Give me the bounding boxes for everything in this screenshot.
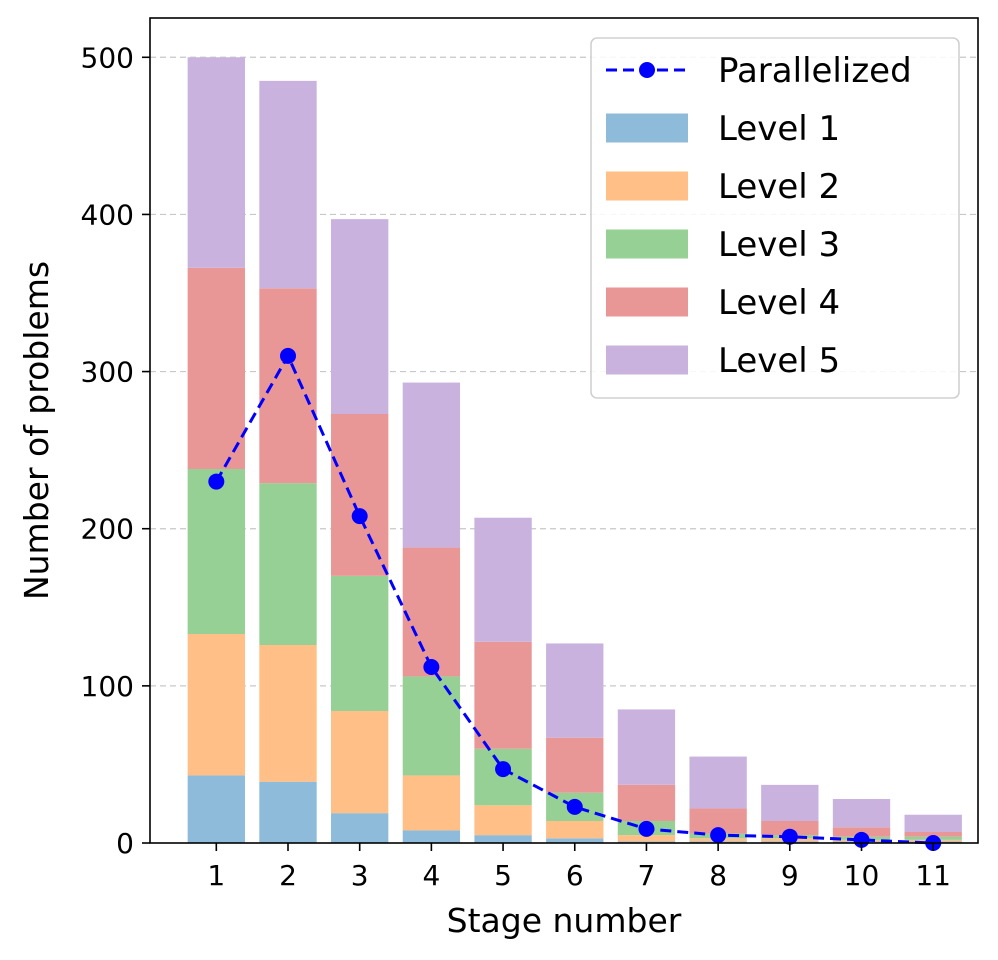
bar-level-4: [331, 414, 389, 576]
parallelized-point: [423, 659, 440, 675]
bar-level-2: [331, 711, 389, 814]
parallelized-point: [208, 473, 225, 490]
bar-level-1: [546, 838, 604, 843]
parallelized-point: [351, 508, 368, 525]
bar-level-1: [187, 775, 245, 843]
legend-label-level-1: Level 1: [718, 109, 840, 149]
legend-swatch-level-4: [606, 287, 688, 317]
bar-level-4: [546, 737, 604, 793]
bar-level-5: [904, 814, 962, 832]
y-tick-label: 500: [81, 41, 134, 74]
legend-label-level-2: Level 2: [718, 167, 840, 207]
bar-level-4: [904, 832, 962, 837]
bar-level-4: [187, 267, 245, 469]
legend-line-marker: [639, 62, 655, 78]
bar-level-2: [617, 835, 676, 842]
y-tick-label: 0: [116, 827, 134, 860]
bar-level-2: [546, 821, 604, 839]
bar-level-3: [331, 575, 389, 711]
bar-level-5: [689, 756, 747, 809]
bar-level-1: [259, 781, 317, 843]
y-tick-label: 300: [81, 356, 134, 389]
parallelized-point: [280, 347, 296, 364]
bar-level-3: [259, 483, 317, 645]
bar-level-3: [402, 676, 461, 776]
y-tick-label: 200: [81, 513, 134, 546]
legend-swatch-level-5: [606, 345, 688, 375]
plot-frame: [149, 17, 979, 844]
parallelized-line-path: [214, 352, 934, 845]
x-tick-label: 6: [566, 859, 584, 892]
parallelized-point: [710, 827, 727, 844]
bar-level-5: [402, 382, 461, 548]
parallelized-point: [495, 761, 512, 778]
parallelized-point: [638, 820, 655, 837]
bar-level-5: [474, 517, 532, 642]
bar-level-2: [259, 645, 317, 782]
bar-level-5: [832, 799, 891, 828]
bar-level-5: [617, 709, 676, 785]
bar-level-1: [402, 830, 461, 843]
x-tick-label: 7: [638, 859, 656, 892]
y-tick-label: 100: [81, 670, 134, 703]
y-tick-label: 400: [81, 198, 134, 231]
parallelized-line: [208, 347, 942, 851]
parallelized-point: [853, 831, 870, 848]
x-tick-label: 5: [494, 859, 512, 892]
bar-level-5: [187, 57, 245, 268]
bar-level-1: [331, 813, 389, 843]
y-axis-title: Number of problems: [17, 261, 56, 600]
bars: [187, 57, 962, 843]
legend-label-level-3: Level 3: [718, 225, 840, 265]
x-tick-label: 1: [207, 859, 225, 892]
legend-label-parallelized: Parallelized: [718, 51, 912, 91]
bar-level-5: [546, 643, 604, 738]
parallelized-point: [566, 798, 583, 815]
x-tick-label: 2: [279, 859, 297, 892]
bar-level-5: [331, 219, 389, 414]
bar-level-4: [474, 641, 532, 749]
legend-label-level-5: Level 5: [718, 341, 840, 381]
x-tick-label: 4: [422, 859, 440, 892]
legend-label-level-4: Level 4: [718, 283, 840, 323]
bar-level-4: [259, 288, 317, 484]
bar-level-4: [617, 784, 676, 821]
legend-swatch-level-1: [606, 113, 688, 143]
parallelized-point: [781, 828, 798, 845]
y-axis-ticks: 0 100 200 300 400 500: [81, 41, 150, 860]
bar-level-2: [474, 805, 532, 836]
bar-level-5: [259, 80, 317, 289]
bar-level-2: [402, 775, 461, 831]
bar-level-1: [474, 835, 532, 843]
x-tick-label: 9: [781, 859, 799, 892]
x-axis-ticks: 1 2 3 4 5 6 7 8 9 10 11: [207, 843, 951, 892]
bar-level-2: [187, 634, 245, 776]
bar-level-4: [402, 547, 461, 677]
bar-level-3: [187, 469, 245, 634]
x-tick-label: 11: [915, 859, 951, 892]
legend: Parallelized Level 1 Level 2 Level 3 Level 4…: [590, 37, 960, 399]
x-tick-label: 10: [844, 859, 880, 892]
bar-level-4: [761, 821, 819, 836]
x-tick-label: 8: [709, 859, 727, 892]
legend-swatch-level-2: [606, 171, 688, 201]
bar-level-5: [761, 784, 819, 821]
x-tick-label: 3: [351, 859, 369, 892]
legend-swatch-level-3: [606, 229, 688, 259]
x-axis-title: Stage number: [447, 901, 682, 940]
